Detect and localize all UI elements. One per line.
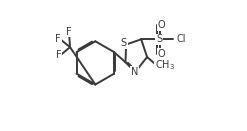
- Text: F: F: [55, 34, 61, 44]
- Text: O: O: [158, 49, 165, 59]
- Text: CH$_3$: CH$_3$: [155, 59, 175, 72]
- Text: S: S: [121, 38, 127, 48]
- Text: S: S: [156, 34, 162, 44]
- Text: F: F: [66, 27, 71, 37]
- Text: O: O: [158, 20, 165, 30]
- Text: N: N: [131, 67, 138, 77]
- Text: Cl: Cl: [177, 34, 186, 44]
- Text: F: F: [56, 50, 61, 60]
